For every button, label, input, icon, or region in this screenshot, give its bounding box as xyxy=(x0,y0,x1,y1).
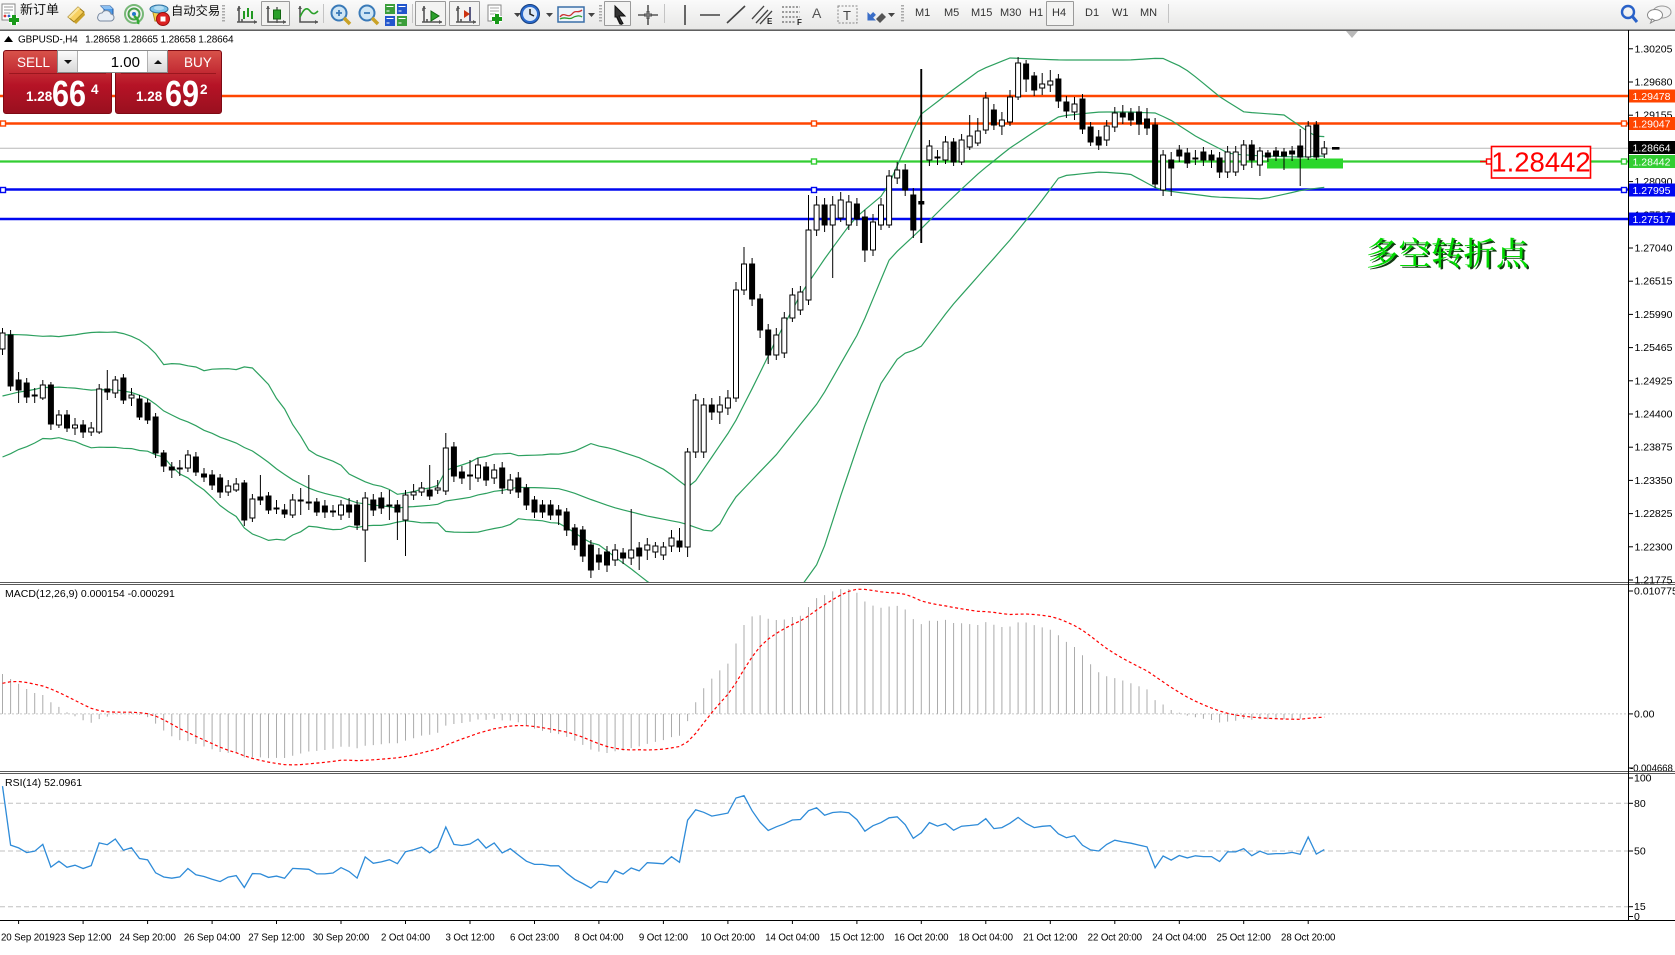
svg-text:1.27995: 1.27995 xyxy=(1633,185,1671,197)
svg-text:50: 50 xyxy=(1634,846,1646,858)
svg-text:F: F xyxy=(797,18,802,27)
svg-text:9 Oct 12:00: 9 Oct 12:00 xyxy=(639,933,689,944)
svg-text:1.29478: 1.29478 xyxy=(1633,91,1671,103)
svg-text:0.010775: 0.010775 xyxy=(1634,586,1675,598)
svg-text:16 Oct 20:00: 16 Oct 20:00 xyxy=(894,933,949,944)
svg-text:18 Oct 04:00: 18 Oct 04:00 xyxy=(959,933,1014,944)
svg-text:1.29680: 1.29680 xyxy=(1635,77,1673,89)
svg-text:30 Sep 20:00: 30 Sep 20:00 xyxy=(313,933,370,944)
svg-text:RSI(14) 52.0961: RSI(14) 52.0961 xyxy=(5,777,82,789)
svg-text:1.25990: 1.25990 xyxy=(1635,309,1673,321)
svg-text:21 Oct 12:00: 21 Oct 12:00 xyxy=(1023,933,1078,944)
svg-text:1.23875: 1.23875 xyxy=(1635,442,1673,454)
svg-text:1.26515: 1.26515 xyxy=(1635,276,1673,288)
svg-text:GBPUSD-,H4 1.28658 1.28665 1.: GBPUSD-,H4 1.28658 1.28665 1.28658 1.286… xyxy=(18,35,234,46)
svg-text:1.21775: 1.21775 xyxy=(1635,575,1673,587)
svg-text:0.00: 0.00 xyxy=(1634,708,1655,720)
svg-text:1.29047: 1.29047 xyxy=(1633,118,1671,130)
svg-text:6 Oct 23:00: 6 Oct 23:00 xyxy=(510,933,560,944)
svg-text:MACD(12,26,9) 0.000154 -0.0002: MACD(12,26,9) 0.000154 -0.000291 xyxy=(5,588,175,600)
svg-text:1.22825: 1.22825 xyxy=(1635,508,1673,520)
svg-text:3 Oct 12:00: 3 Oct 12:00 xyxy=(446,933,496,944)
svg-text:15: 15 xyxy=(1634,901,1646,913)
svg-text:23 Sep 12:00: 23 Sep 12:00 xyxy=(55,933,112,944)
svg-text:20 Sep 2019: 20 Sep 2019 xyxy=(1,933,55,944)
svg-text:15 Oct 12:00: 15 Oct 12:00 xyxy=(830,933,885,944)
svg-text:1.27040: 1.27040 xyxy=(1635,243,1673,255)
svg-text:1.28664: 1.28664 xyxy=(1633,142,1671,154)
svg-text:26 Sep 04:00: 26 Sep 04:00 xyxy=(184,933,241,944)
svg-text:1.22300: 1.22300 xyxy=(1635,541,1673,553)
svg-text:0: 0 xyxy=(1634,911,1640,923)
svg-text:1.24400: 1.24400 xyxy=(1635,409,1673,421)
svg-text:E: E xyxy=(767,17,773,26)
svg-text:1.27517: 1.27517 xyxy=(1633,214,1671,226)
svg-text:100: 100 xyxy=(1634,773,1652,785)
svg-text:8 Oct 04:00: 8 Oct 04:00 xyxy=(574,933,624,944)
svg-text:24 Sep 20:00: 24 Sep 20:00 xyxy=(119,933,176,944)
svg-text:14 Oct 04:00: 14 Oct 04:00 xyxy=(765,933,820,944)
svg-text:24 Oct 04:00: 24 Oct 04:00 xyxy=(1152,933,1207,944)
svg-text:1.25465: 1.25465 xyxy=(1635,342,1673,354)
svg-text:22 Oct 20:00: 22 Oct 20:00 xyxy=(1088,933,1143,944)
svg-text:1.30205: 1.30205 xyxy=(1635,43,1673,55)
svg-text:1.28442: 1.28442 xyxy=(1633,156,1671,168)
svg-text:2 Oct 04:00: 2 Oct 04:00 xyxy=(381,933,431,944)
svg-text:10 Oct 20:00: 10 Oct 20:00 xyxy=(701,933,756,944)
svg-text:1.23350: 1.23350 xyxy=(1635,475,1673,487)
svg-text:-0.004668: -0.004668 xyxy=(1630,764,1673,775)
svg-text:1.24925: 1.24925 xyxy=(1635,375,1673,387)
svg-text:T: T xyxy=(843,8,851,23)
svg-text:28 Oct 20:00: 28 Oct 20:00 xyxy=(1281,933,1336,944)
svg-text:80: 80 xyxy=(1634,798,1646,810)
svg-text:27 Sep 12:00: 27 Sep 12:00 xyxy=(248,933,305,944)
svg-text:1.28442: 1.28442 xyxy=(1491,147,1590,178)
svg-text:25 Oct 12:00: 25 Oct 12:00 xyxy=(1217,933,1272,944)
